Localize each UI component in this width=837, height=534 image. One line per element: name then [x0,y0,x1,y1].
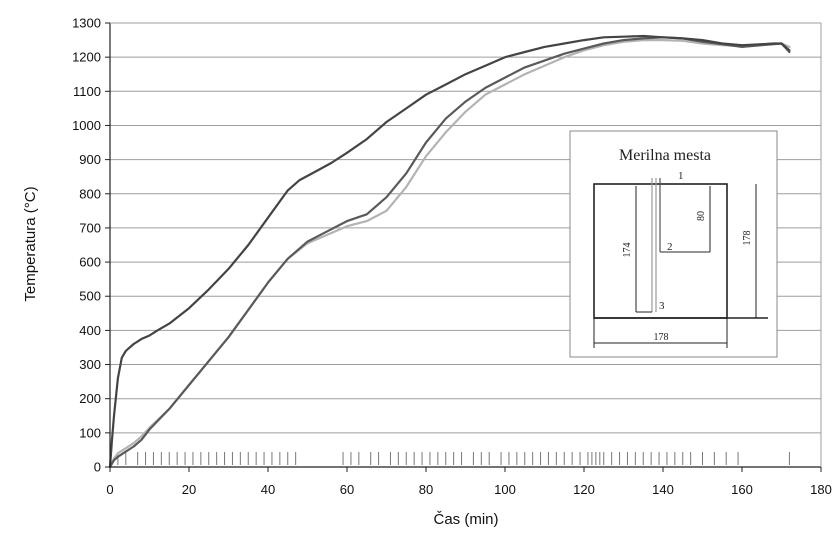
inset-dim-label-80: 80 [696,211,707,221]
inset-point-label-2: 2 [667,241,673,253]
inset-point-label-3: 3 [659,300,665,312]
x-tick-label: 160 [731,482,753,497]
tick-labels: 0100200300400500600700800900100011001200… [72,16,832,498]
inset-title: Merilna mesta [619,147,711,164]
inset-point-label-1: 1 [678,170,684,182]
inset-diagram: Merilna mesta 1 2 3 174 80 178 178 [569,130,778,358]
y-tick-label: 1200 [72,50,101,65]
rug-marks [117,452,790,465]
series-line-1 [108,34,791,469]
y-tick-label: 900 [79,152,101,167]
axes [105,22,822,472]
x-tick-label: 0 [106,482,113,497]
y-tick-label: 1100 [73,84,101,99]
y-tick-label: 500 [79,289,101,304]
x-tick-label: 80 [419,482,433,497]
x-tick-label: 180 [810,482,832,497]
x-tick-label: 140 [652,482,674,497]
y-axis-label: Temperatura (°C) [22,186,39,301]
y-tick-label: 100 [79,425,101,440]
x-tick-label: 60 [340,482,354,497]
inset-dim-label-178-horizontal: 178 [654,332,669,343]
inset-dim-label-174: 174 [622,243,633,258]
series-lines [108,34,791,469]
y-tick-label: 600 [79,255,101,270]
x-tick-label: 100 [494,482,516,497]
inset-frame [569,130,778,358]
y-tick-label: 300 [79,357,101,372]
y-tick-label: 400 [79,323,101,338]
x-tick-label: 20 [182,482,196,497]
x-axis-label: Čas (min) [433,511,498,528]
y-tick-label: 700 [79,220,101,235]
inset-dim-label-178-vertical: 178 [742,231,753,246]
y-tick-label: 800 [79,186,101,201]
y-tick-label: 0 [94,460,101,475]
y-tick-label: 1000 [72,118,101,133]
y-tick-label: 1300 [72,16,101,31]
y-tick-label: 200 [79,391,101,406]
x-tick-label: 120 [573,482,595,497]
x-tick-label: 40 [261,482,275,497]
